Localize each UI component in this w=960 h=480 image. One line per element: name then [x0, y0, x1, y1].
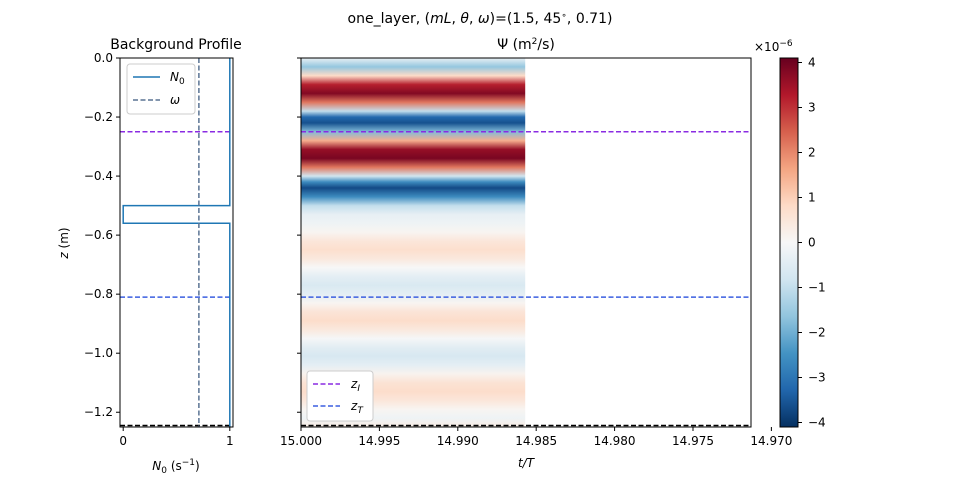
left-panel-title: Background Profile — [110, 37, 242, 53]
colorbar-tick-label: −3 — [808, 371, 826, 385]
colorbar-tick-label: 3 — [808, 101, 816, 115]
left-ytick-label: −0.6 — [84, 228, 113, 242]
colorbar-tick-label: 2 — [808, 146, 816, 160]
legend-zt-label: zT — [350, 399, 364, 416]
psi-xtick-label: 15.000 — [280, 434, 322, 448]
psi-xtick-label: 14.980 — [594, 434, 636, 448]
left-legend-box — [126, 63, 196, 115]
left-axes-frame — [119, 57, 234, 428]
left-y-ticks: 0.0 −0.2 −0.4 −0.6 −0.8 −1.0 −1.2 — [84, 51, 120, 419]
left-ytick-label: −0.4 — [84, 169, 113, 183]
legend-n0-label: N0 — [170, 70, 185, 87]
left-series-0 — [122, 58, 231, 427]
colorbar-tick-label: −4 — [808, 416, 826, 430]
psi-panel: Ψ (m2/s) 15.000 14.995 14.990 14.985 14.980 1… — [280, 37, 792, 470]
colorbar-bar — [779, 57, 799, 428]
psi-panel-title: Ψ (m2/s) — [497, 37, 555, 53]
colorbar-exponent: ×10−6 — [754, 39, 793, 54]
psi-field — [301, 58, 526, 427]
background-profile-panel: Background Profile 0.0 −0.2 −0.4 −0.6 −0.8 −1… — [57, 37, 242, 476]
legend-zi-label: zI — [350, 377, 360, 394]
psi-axes-lines — [301, 131, 751, 427]
colorbar-tick-label: −1 — [808, 281, 826, 295]
psi-xtick-label: 14.975 — [672, 434, 714, 448]
left-axes-content — [120, 58, 233, 427]
psi-y-ticks — [297, 57, 301, 413]
colorbar: 4 3 2 1 0 −1 −2 −3 −4 ×10−6 — [754, 39, 826, 430]
left-ytick-label: −1.2 — [84, 405, 113, 419]
left-xtick-label: 1 — [226, 434, 234, 448]
psi-legend-box — [306, 370, 374, 422]
colorbar-tick-label: 4 — [808, 56, 816, 70]
left-ytick-label: −1.0 — [84, 346, 113, 360]
left-ytick-label: 0.0 — [94, 51, 113, 65]
psi-xtick-label: 14.985 — [515, 434, 557, 448]
psi-x-ticks: 15.000 14.995 14.990 14.985 14.980 14.975 14.9… — [280, 427, 792, 448]
colorbar-tick-label: 0 — [808, 236, 816, 250]
psi-xtick-label: 14.995 — [358, 434, 400, 448]
legend-omega-label: ω — [170, 93, 180, 107]
figure-suptitle: one_layer, (mL, θ, ω)=(1.5, 45∘, 0.71) — [348, 11, 613, 27]
left-y-axis-label: z (m) — [57, 227, 71, 259]
psi-x-axis-label: t/T — [518, 456, 536, 470]
left-xtick-label: 0 — [119, 434, 127, 448]
psi-legend: zI zT — [306, 370, 374, 422]
left-legend: N0 ω — [126, 63, 196, 115]
left-ytick-label: −0.2 — [84, 110, 113, 124]
colorbar-ticks: 4 3 2 1 0 −1 −2 −3 −4 — [798, 56, 826, 430]
psi-xtick-label: 14.970 — [750, 434, 792, 448]
psi-xtick-label: 14.990 — [437, 434, 479, 448]
colorbar-tick-label: −2 — [808, 326, 826, 340]
left-ytick-label: −0.8 — [84, 287, 113, 301]
colorbar-tick-label: 1 — [808, 191, 816, 205]
psi-axes-frame — [300, 57, 752, 428]
left-x-axis-label: N0 (s−1) — [152, 458, 199, 476]
